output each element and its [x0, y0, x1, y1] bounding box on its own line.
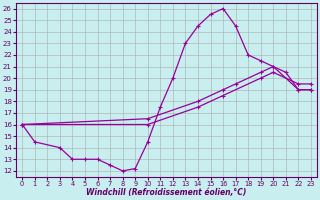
X-axis label: Windchill (Refroidissement éolien,°C): Windchill (Refroidissement éolien,°C) [86, 188, 247, 197]
